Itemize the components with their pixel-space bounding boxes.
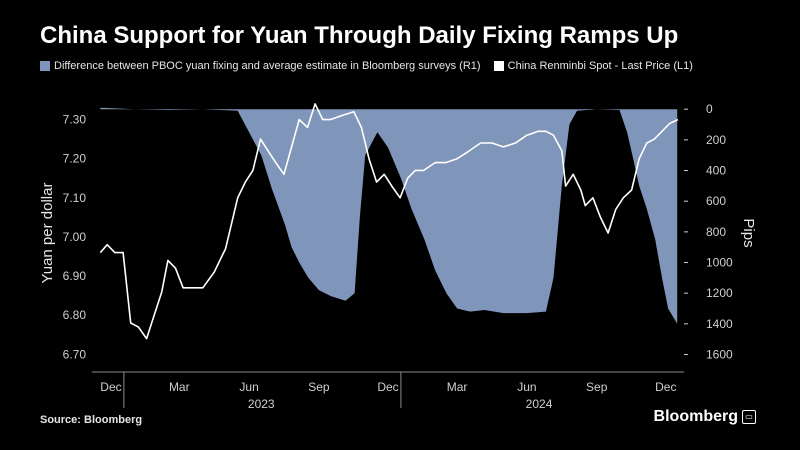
x-tick-label: Dec bbox=[655, 380, 676, 394]
x-year-label: 2024 bbox=[526, 397, 553, 411]
source-note: Source: Bloomberg bbox=[40, 414, 143, 426]
x-tick-label: Sep bbox=[586, 380, 608, 394]
y-right-tick-label: 0 bbox=[706, 102, 713, 116]
x-tick-label: Jun bbox=[239, 380, 258, 394]
x-tick-label: Dec bbox=[100, 380, 121, 394]
y-right-axis-title: Pips bbox=[740, 218, 757, 247]
x-tick-label: Mar bbox=[169, 380, 190, 394]
y-left-tick-label: 7.20 bbox=[63, 152, 87, 166]
y-right-tick-label: 1400 bbox=[706, 317, 733, 331]
y-left-tick-label: 7.30 bbox=[63, 113, 87, 127]
y-right-tick-label: 400 bbox=[706, 164, 726, 178]
y-right-tick-label: 800 bbox=[706, 225, 726, 239]
x-year-label: 2023 bbox=[248, 397, 275, 411]
x-tick-label: Dec bbox=[377, 380, 398, 394]
legend: Difference between PBOC yuan fixing and … bbox=[40, 60, 703, 74]
legend-swatch-line bbox=[493, 61, 504, 71]
y-right-tick-label: 1200 bbox=[706, 286, 733, 300]
x-tick-label: Sep bbox=[308, 380, 330, 394]
legend-item-fixing-difference: Difference between PBOC yuan fixing and … bbox=[40, 60, 481, 72]
line-series-spot-price bbox=[99, 103, 679, 340]
y-right-tick-label: 600 bbox=[706, 194, 726, 208]
legend-label-fixing-difference: Difference between PBOC yuan fixing and … bbox=[54, 60, 481, 72]
brand-logo: Bloomberg ▭ bbox=[654, 408, 756, 426]
chart-title: China Support for Yuan Through Daily Fix… bbox=[40, 22, 679, 49]
brand-name: Bloomberg bbox=[653, 408, 738, 425]
area-series-fixing-difference bbox=[100, 107, 678, 324]
y-left-tick-label: 6.80 bbox=[63, 308, 87, 322]
bloomberg-terminal-icon: ▭ bbox=[742, 410, 756, 424]
legend-label-spot-price: China Renminbi Spot - Last Price (L1) bbox=[507, 60, 693, 72]
x-tick-label: Jun bbox=[517, 380, 536, 394]
y-right-tick-label: 1600 bbox=[706, 348, 733, 362]
y-left-tick-label: 6.90 bbox=[63, 269, 87, 283]
y-left-tick-label: 6.70 bbox=[63, 347, 87, 361]
legend-swatch-area bbox=[40, 61, 50, 71]
y-left-axis-title: Yuan per dollar bbox=[39, 183, 56, 284]
y-left-tick-label: 7.10 bbox=[63, 191, 87, 205]
legend-item-spot-price: China Renminbi Spot - Last Price (L1) bbox=[493, 60, 693, 72]
x-tick-label: Mar bbox=[447, 380, 468, 394]
y-right-tick-label: 1000 bbox=[706, 256, 733, 270]
y-right-tick-label: 200 bbox=[706, 133, 726, 147]
y-left-tick-label: 7.00 bbox=[63, 230, 87, 244]
